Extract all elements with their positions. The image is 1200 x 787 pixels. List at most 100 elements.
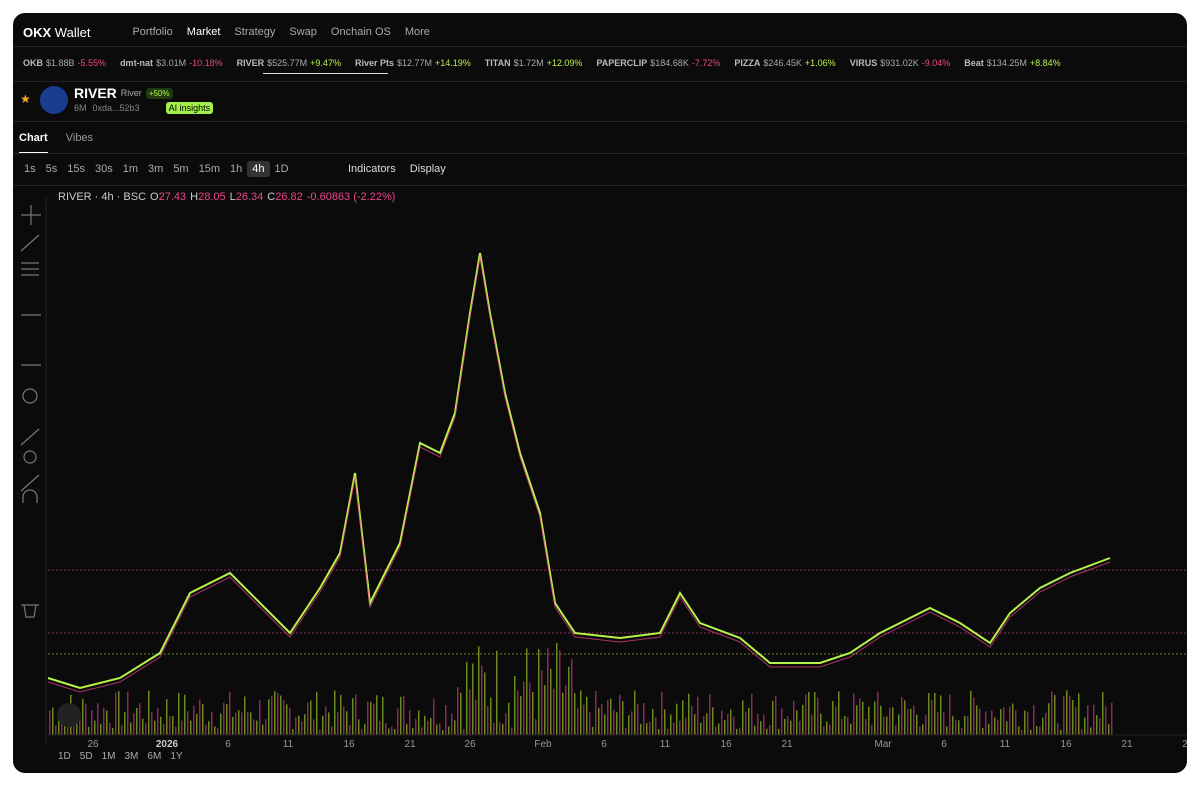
ticker-item[interactable]: TITAN $1.72M +12.09% <box>485 58 583 68</box>
range-button[interactable]: 3M <box>124 751 139 762</box>
token-address[interactable]: 0xda...52b3 <box>92 103 140 113</box>
volume-bar <box>547 648 549 735</box>
interval-button[interactable]: 1m <box>122 163 139 175</box>
interval-button[interactable]: 5m <box>173 163 189 175</box>
volume-bar <box>262 724 264 735</box>
ticker-item[interactable]: VIRUS $931.02K -9.04% <box>850 58 951 68</box>
ticker-item[interactable]: OKB $1.88B -5.55% <box>23 58 106 68</box>
volume-bar <box>880 705 882 735</box>
volume-bar <box>304 714 306 735</box>
volume-bar <box>799 720 801 735</box>
favorite-star[interactable]: ★ <box>20 92 31 106</box>
nav-item[interactable]: Portfolio <box>132 26 173 38</box>
volume-bar <box>955 720 957 735</box>
range-button[interactable]: 1Y <box>170 751 183 762</box>
interval-button[interactable]: 4h <box>247 161 270 177</box>
ticker-item[interactable]: Beat $134.25M +8.84% <box>964 58 1060 68</box>
indicators-button[interactable]: Indicators <box>348 163 396 175</box>
volume-bar <box>532 692 534 735</box>
interval-button[interactable]: 5s <box>45 163 58 175</box>
token-icon <box>40 86 68 114</box>
logo[interactable]: OKX Wallet <box>23 24 91 40</box>
ticker-item[interactable]: PAPERCLIP $184.68K -7.72% <box>596 58 720 68</box>
x-tick-label: 6 <box>225 739 231 750</box>
volume-bar <box>49 710 51 735</box>
interval-button[interactable]: 30s <box>95 163 113 175</box>
divider <box>13 153 1187 154</box>
volume-bar <box>988 723 990 735</box>
volume-bar <box>709 694 711 735</box>
ticker-cap: $1.72M <box>513 58 544 68</box>
interval-button[interactable]: 1h <box>230 163 243 175</box>
volume-bar <box>601 703 603 735</box>
volume-bar <box>289 707 291 735</box>
tab[interactable]: Vibes <box>65 132 94 144</box>
ticker-change: -7.72% <box>691 58 721 68</box>
x-tick-label: 16 <box>720 739 732 750</box>
interval-button[interactable]: 1s <box>24 163 36 175</box>
nav-item[interactable]: Onchain OS <box>330 26 391 38</box>
nav-item[interactable]: Market <box>186 26 221 38</box>
volume-bar <box>658 729 660 735</box>
tabs: Chart Vibes <box>19 132 93 154</box>
volume-bar <box>94 720 96 735</box>
ticker-item[interactable]: dmt-nat $3.01M -10.18% <box>120 58 223 68</box>
volume-bar <box>727 713 729 735</box>
nav-item[interactable]: Strategy <box>234 26 276 38</box>
ai-insights[interactable]: AI insights <box>165 102 214 114</box>
nav-item[interactable]: Swap <box>289 26 317 38</box>
range-button[interactable]: 5D <box>79 751 93 762</box>
ticker-change: -5.55% <box>77 58 107 68</box>
volume-bar <box>817 697 819 735</box>
volume-bar <box>457 686 459 735</box>
volume-bar <box>1093 704 1095 735</box>
volume-bar <box>1063 696 1065 735</box>
ticker-cap: $525.77M <box>267 58 308 68</box>
range-button[interactable]: 6M <box>147 751 162 762</box>
x-tick-label: 16 <box>1060 739 1072 750</box>
nav-item[interactable]: More <box>404 26 430 38</box>
volume-bar <box>565 685 567 735</box>
token-subname: River <box>120 88 142 98</box>
volume-bar <box>745 711 747 735</box>
volume-bar <box>223 702 225 735</box>
volume-bar <box>283 700 285 735</box>
volume-bar <box>691 706 693 735</box>
interval-button[interactable]: 1D <box>274 163 289 175</box>
volume-bar <box>991 710 993 735</box>
volume-bar <box>730 709 732 735</box>
range-button[interactable]: 1D <box>58 751 71 762</box>
display-button[interactable]: Display <box>409 163 446 175</box>
volume-bar <box>883 716 885 735</box>
ohlc-label: C <box>267 191 276 203</box>
volume-bar <box>586 696 588 735</box>
volume-bar <box>628 715 630 735</box>
volume-bar <box>652 708 654 735</box>
ticker-item[interactable]: PIZZA $246.45K +1.06% <box>734 58 835 68</box>
volume-bar <box>940 695 942 735</box>
volume-bar <box>445 705 447 735</box>
ticker-name: PIZZA <box>734 58 761 68</box>
volume-bar <box>376 695 378 735</box>
volume-bar <box>706 713 708 735</box>
ohlc-label: H <box>190 191 199 203</box>
volume-bar <box>511 727 513 735</box>
volume-bar <box>109 722 111 735</box>
volume-bar <box>484 672 486 735</box>
x-tick-label: 11 <box>1000 739 1011 750</box>
range-button[interactable]: 1M <box>101 751 116 762</box>
volume-bar <box>769 724 771 735</box>
interval-button[interactable]: 3m <box>148 163 164 175</box>
volume-bar <box>904 700 906 735</box>
tv-logo[interactable] <box>57 703 81 727</box>
tab[interactable]: Chart <box>19 132 48 154</box>
token-meta: 6M 0xda...52b3 AI insights <box>74 102 214 114</box>
volume-bar <box>463 729 465 735</box>
ticker-item[interactable]: RIVER $525.77M +9.47% <box>237 58 341 68</box>
x-tick-label: 11 <box>660 739 671 750</box>
interval-button[interactable]: 15m <box>198 163 220 175</box>
volume-bar <box>472 663 474 735</box>
interval-button[interactable]: 15s <box>67 163 85 175</box>
volume-bar <box>946 726 948 735</box>
ticker-item[interactable]: River Pts $12.77M +14.19% <box>355 58 471 68</box>
